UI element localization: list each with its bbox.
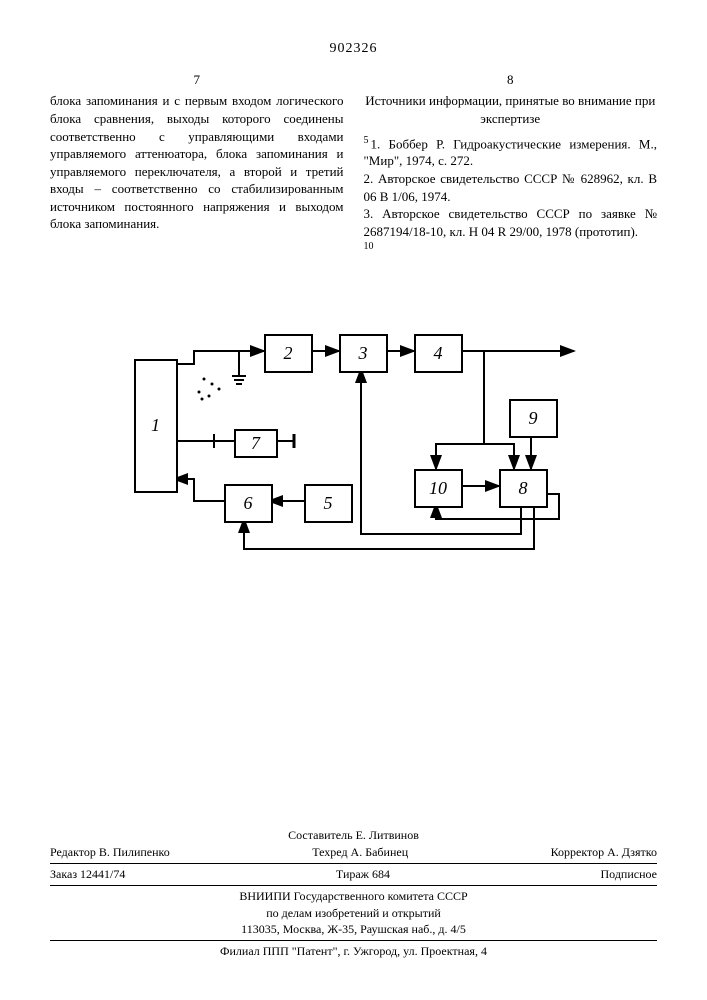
- imprint-footer: Составитель Е. Литвинов Редактор В. Пили…: [50, 827, 657, 960]
- tirazh: Тираж 684: [336, 866, 390, 883]
- address-2: Филиал ППП "Патент", г. Ужгород, ул. Про…: [50, 943, 657, 960]
- block-diagram: 1 2 3 4 5 6 7 8 9 10: [114, 304, 594, 584]
- block-9: 9: [509, 399, 558, 438]
- block-10: 10: [414, 469, 463, 508]
- left-body-text: блока запоминания и с первым входом логи…: [50, 93, 344, 231]
- reference-2: 2. Авторское свидетельство СССР № 628962…: [364, 170, 658, 205]
- ref1-text: 1. Боббер Р. Гидроакустические измерения…: [364, 136, 658, 169]
- org-line-2: по делам изобретений и открытий: [50, 905, 657, 922]
- line-num-10: 10: [364, 240, 658, 254]
- subscription: Подписное: [601, 866, 658, 883]
- block-5: 5: [304, 484, 353, 523]
- techred: Техред А. Бабинец: [312, 844, 408, 861]
- org-line-1: ВНИИПИ Государственного комитета СССР: [50, 888, 657, 905]
- right-page-num: 8: [364, 71, 658, 89]
- block-3: 3: [339, 334, 388, 373]
- compiler: Составитель Е. Литвинов: [50, 827, 657, 844]
- text-columns: 7 блока запоминания и с первым входом ло…: [50, 71, 657, 254]
- editor: Редактор В. Пилипенко: [50, 844, 170, 861]
- document-number: 902326: [50, 40, 657, 59]
- right-column: 8 Источники информации, принятые во вним…: [364, 71, 658, 254]
- block-6: 6: [224, 484, 273, 523]
- left-column: 7 блока запоминания и с первым входом ло…: [50, 71, 344, 254]
- reference-1: 51. Боббер Р. Гидроакустические измерени…: [364, 134, 658, 170]
- block-4: 4: [414, 334, 463, 373]
- address-1: 113035, Москва, Ж-35, Раушская наб., д. …: [50, 921, 657, 938]
- corrector: Корректор А. Дзятко: [551, 844, 657, 861]
- block-2: 2: [264, 334, 313, 373]
- sources-heading: Источники информации, принятые во вниман…: [364, 92, 658, 127]
- block-7: 7: [234, 429, 278, 458]
- block-1: 1: [134, 359, 178, 493]
- reference-3: 3. Авторское свидетельство СССР по заявк…: [364, 205, 658, 240]
- left-page-num: 7: [50, 71, 344, 89]
- ref3-text: 3. Авторское свидетельство СССР по заявк…: [364, 206, 658, 239]
- order-number: Заказ 12441/74: [50, 866, 125, 883]
- line-num-5: 5: [364, 135, 369, 146]
- block-8: 8: [499, 469, 548, 508]
